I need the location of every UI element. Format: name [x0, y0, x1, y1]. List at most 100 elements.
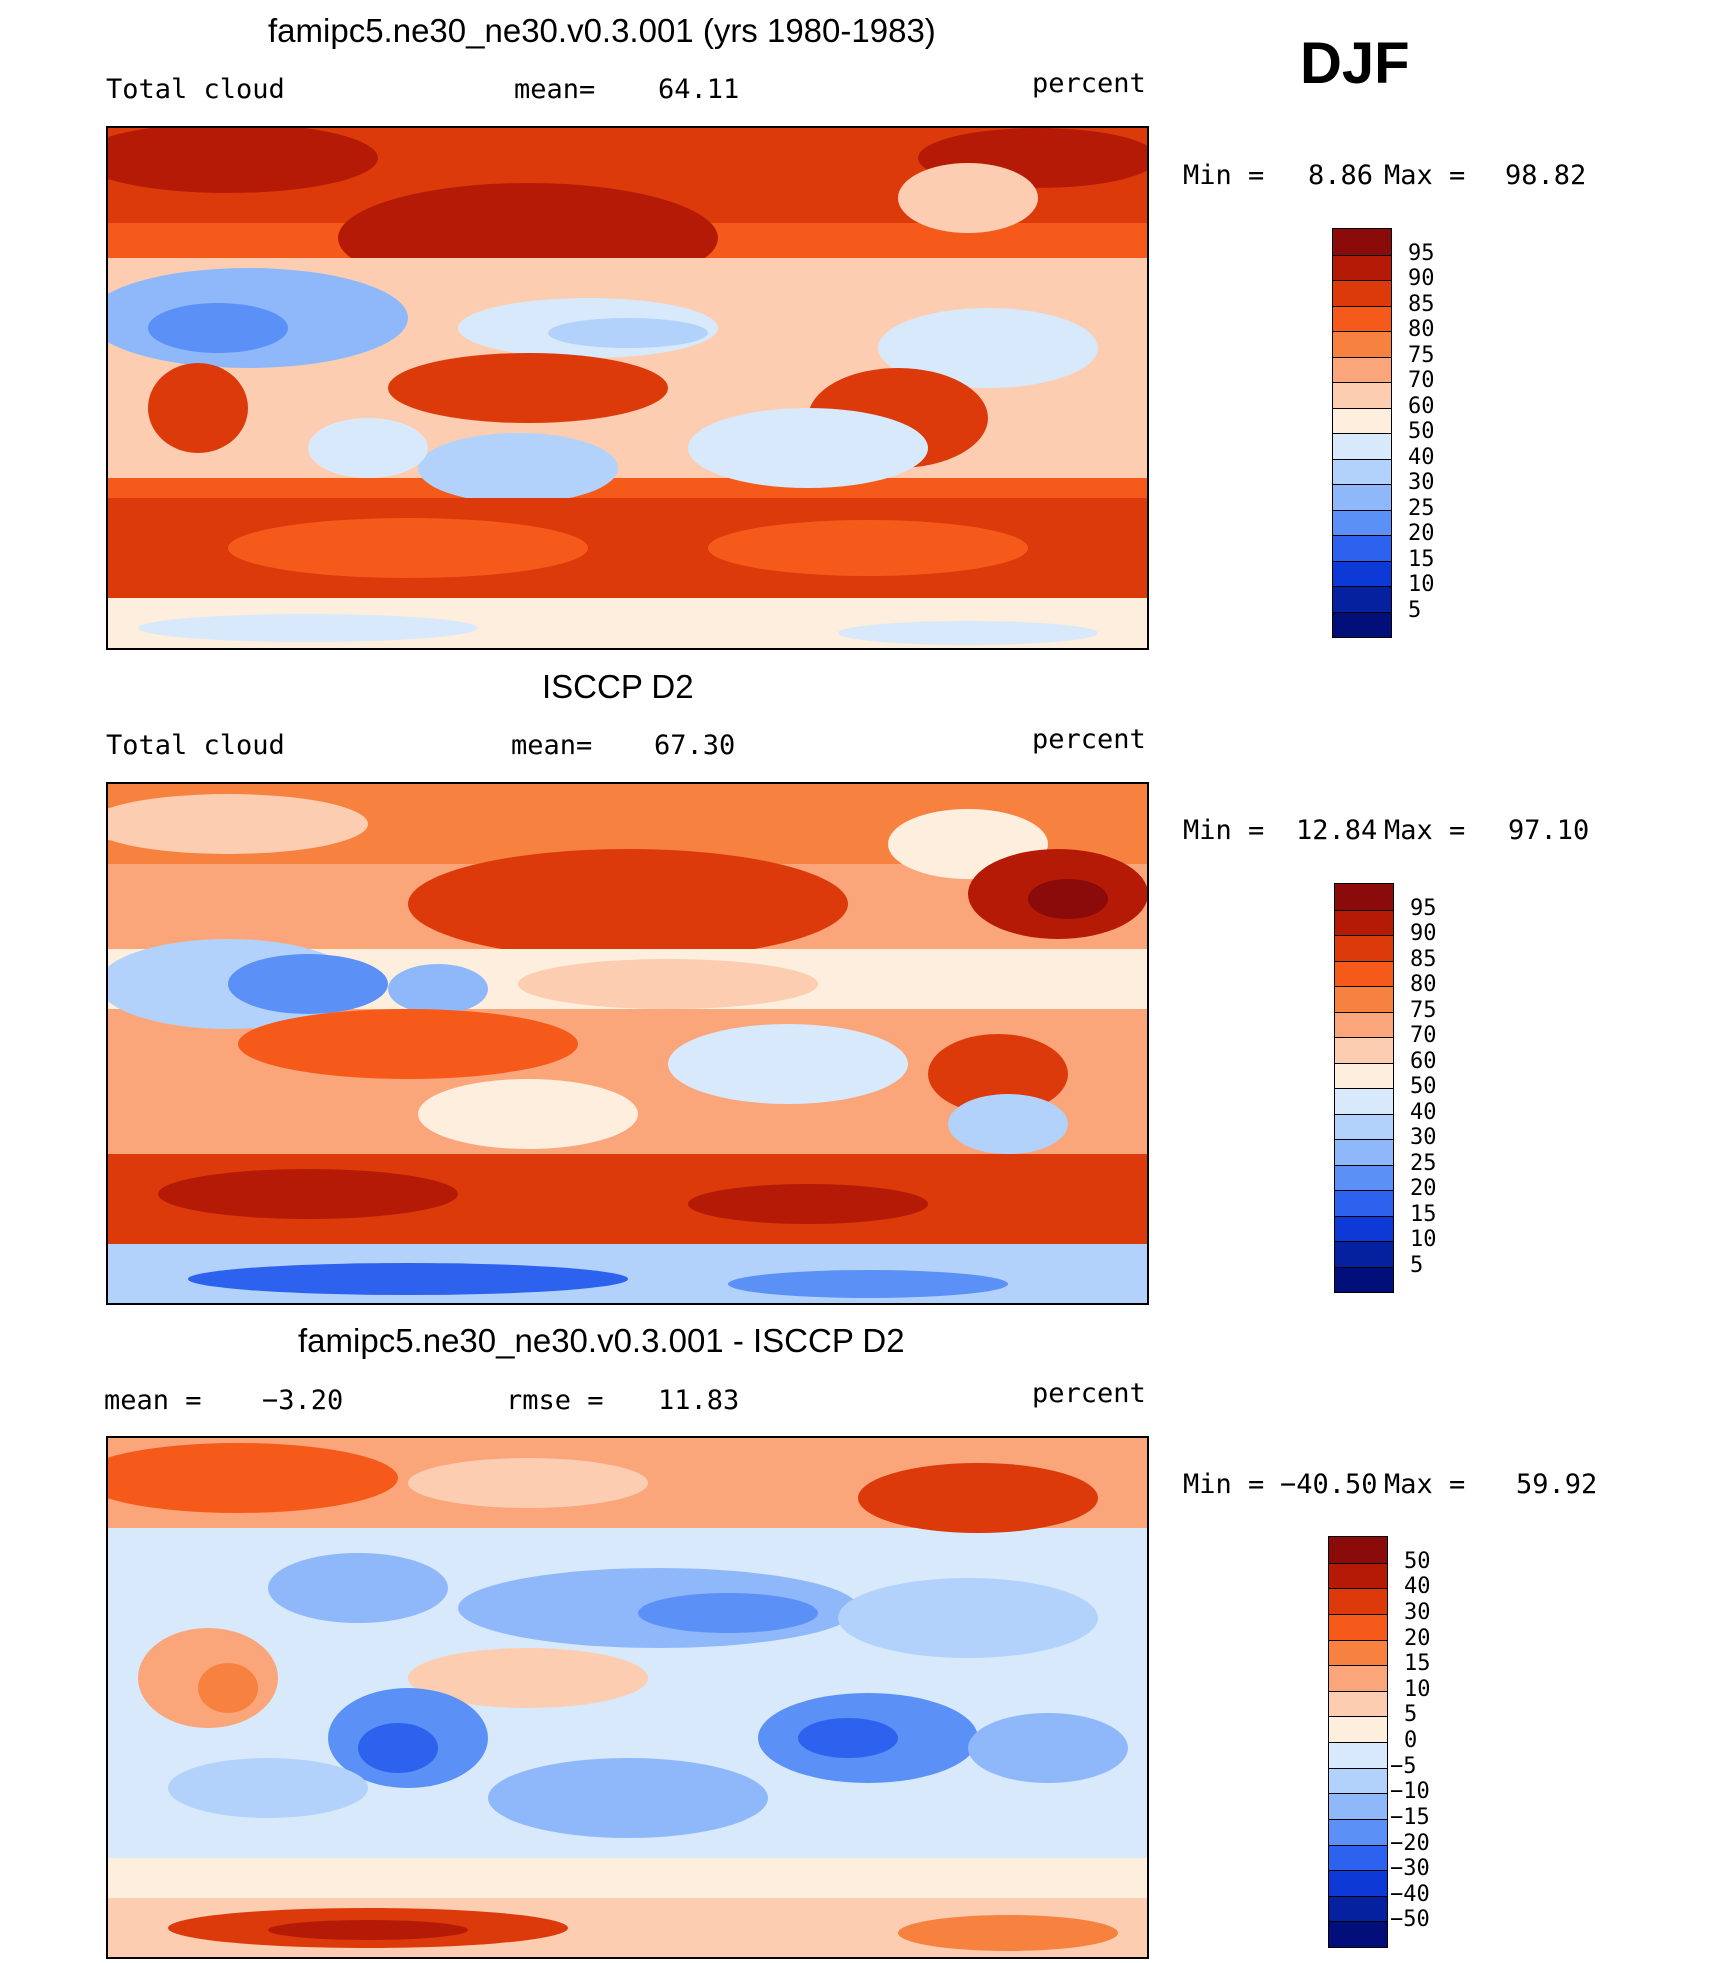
panel3-rmse-value: 11.83	[658, 1385, 740, 1416]
colorbar-tick-label: 80	[1408, 317, 1435, 342]
panel3-map	[106, 1436, 1149, 1959]
panel1-mean-label: mean=	[514, 74, 596, 105]
colorbar-tick-label: 10	[1410, 1227, 1437, 1252]
colorbar-swatch	[1333, 560, 1391, 586]
colorbar-swatch	[1333, 433, 1391, 459]
colorbar-tick-label: 75	[1410, 997, 1437, 1023]
colorbar-tick-label: 10	[1408, 572, 1435, 597]
panel1-units: percent	[1032, 68, 1146, 99]
colorbar-tick-label: 15	[1408, 546, 1435, 572]
colorbar-swatch	[1333, 586, 1391, 612]
colorbar-swatch	[1335, 1037, 1393, 1063]
colorbar-swatch	[1335, 960, 1393, 986]
colorbar-swatch	[1329, 1537, 1387, 1563]
panel2-variable-label: Total cloud	[106, 730, 285, 761]
colorbar-tick-label: 5	[1404, 1702, 1418, 1728]
panel1-map	[106, 126, 1149, 650]
colorbar-swatch	[1335, 1062, 1393, 1088]
colorbar-swatch	[1329, 1818, 1387, 1845]
colorbar-swatch	[1329, 1716, 1387, 1742]
panel3-max-label: Max =	[1384, 1469, 1466, 1500]
colorbar-swatch	[1335, 1215, 1393, 1241]
panel2-mean-label: mean=	[511, 730, 593, 761]
colorbar-swatch	[1335, 909, 1393, 935]
colorbar-tick-label: 50	[1404, 1548, 1431, 1574]
colorbar-tick-label: 70	[1408, 368, 1435, 393]
colorbar-tick-label: 15	[1410, 1201, 1437, 1227]
colorbar-swatch	[1335, 986, 1393, 1012]
colorbar-swatch	[1329, 1844, 1387, 1871]
colorbar-swatch	[1333, 280, 1391, 306]
panel3-max-value: 59.92	[1516, 1469, 1598, 1500]
colorbar-tick-label: 5	[1410, 1252, 1424, 1278]
panel2-units: percent	[1032, 724, 1146, 755]
panel2-map	[106, 782, 1149, 1305]
colorbar-swatch	[1335, 1139, 1393, 1165]
colorbar-swatch	[1333, 356, 1391, 382]
colorbar-tick-label: 40	[1410, 1099, 1437, 1125]
colorbar-tick-label: 20	[1408, 521, 1435, 546]
colorbar-tick-label: 50	[1408, 419, 1435, 444]
panel1-title: famipc5.ne30_ne30.v0.3.001 (yrs 1980-198…	[268, 12, 936, 49]
panel3-mean-value: −3.20	[262, 1385, 344, 1416]
colorbar-swatch	[1329, 1690, 1387, 1717]
panel2-colorbar	[1334, 883, 1394, 1293]
colorbar-tick-label: 30	[1404, 1599, 1431, 1625]
panel2-max-value: 97.10	[1508, 815, 1590, 846]
colorbar-swatch	[1333, 484, 1391, 510]
panel3-contour-field	[108, 1438, 1147, 1957]
colorbar-swatch	[1335, 1266, 1393, 1292]
colorbar-swatch	[1333, 535, 1391, 561]
panel1-min-value: 8.86	[1308, 160, 1374, 191]
colorbar-tick-label: −40	[1390, 1881, 1430, 1907]
colorbar-tick-label: 95	[1408, 240, 1435, 266]
panel3-mean-label: mean =	[104, 1385, 202, 1416]
panel1-colorbar	[1332, 228, 1392, 638]
colorbar-tick-label: 50	[1410, 1074, 1437, 1099]
panel1-max-value: 98.82	[1505, 160, 1587, 191]
colorbar-tick-label: 20	[1410, 1176, 1437, 1201]
panel3-colorbar	[1328, 1536, 1388, 1948]
colorbar-tick-label: 25	[1410, 1150, 1437, 1176]
colorbar-swatch	[1335, 935, 1393, 961]
colorbar-tick-label: 60	[1410, 1048, 1437, 1074]
colorbar-tick-label: 90	[1408, 266, 1435, 291]
panel1-max-label: Max =	[1384, 160, 1466, 191]
colorbar-swatch	[1333, 407, 1391, 433]
colorbar-swatch	[1335, 1190, 1393, 1216]
colorbar-tick-label: 70	[1410, 1023, 1437, 1048]
colorbar-swatch	[1329, 1870, 1387, 1896]
panel3-min-value: −40.50	[1280, 1469, 1378, 1500]
colorbar-tick-label: −50	[1390, 1907, 1430, 1933]
colorbar-swatch	[1335, 1011, 1393, 1037]
panel2-min-value: 12.84	[1296, 815, 1378, 846]
colorbar-tick-label: −20	[1390, 1830, 1430, 1856]
colorbar-swatch	[1329, 1639, 1387, 1666]
colorbar-swatch	[1329, 1613, 1387, 1640]
colorbar-swatch	[1329, 1588, 1387, 1614]
colorbar-swatch	[1333, 509, 1391, 535]
colorbar-tick-label: 75	[1408, 342, 1435, 368]
colorbar-swatch	[1335, 1241, 1393, 1267]
colorbar-swatch	[1329, 1793, 1387, 1819]
colorbar-tick-label: 90	[1410, 921, 1437, 946]
colorbar-swatch	[1333, 611, 1391, 637]
panel1-mean-value: 64.11	[658, 74, 740, 105]
colorbar-tick-label: 5	[1408, 597, 1422, 623]
colorbar-tick-label: −15	[1390, 1804, 1430, 1830]
colorbar-tick-label: 30	[1410, 1125, 1437, 1150]
panel3-units: percent	[1032, 1378, 1146, 1409]
colorbar-swatch	[1333, 305, 1391, 331]
colorbar-tick-label: 85	[1408, 291, 1435, 317]
panel2-min-label: Min =	[1183, 815, 1265, 846]
colorbar-tick-label: 80	[1410, 972, 1437, 997]
colorbar-tick-label: 30	[1408, 470, 1435, 495]
panel1-min-label: Min =	[1183, 160, 1265, 191]
panel2-contour-field	[108, 784, 1147, 1303]
colorbar-swatch	[1335, 1088, 1393, 1114]
panel3-min-label: Min =	[1183, 1469, 1265, 1500]
panel3-rmse-label: rmse =	[506, 1385, 604, 1416]
panel1-variable-label: Total cloud	[106, 74, 285, 105]
colorbar-tick-label: 85	[1410, 946, 1437, 972]
colorbar-tick-label: −30	[1390, 1856, 1430, 1882]
